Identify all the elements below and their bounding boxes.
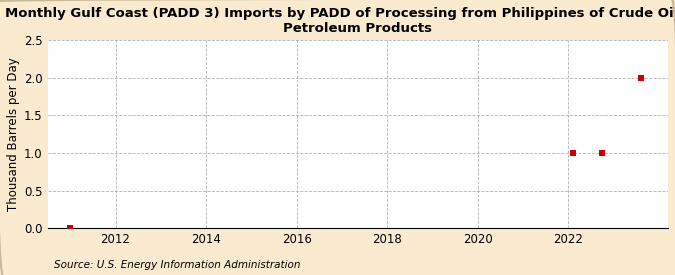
Point [597, 151, 608, 155]
Point [635, 76, 646, 80]
Text: Source: U.S. Energy Information Administration: Source: U.S. Energy Information Administ… [54, 260, 300, 270]
Point [568, 151, 578, 155]
Y-axis label: Thousand Barrels per Day: Thousand Barrels per Day [7, 57, 20, 211]
Point [65, 226, 76, 230]
Title: Monthly Gulf Coast (PADD 3) Imports by PADD of Processing from Philippines of Cr: Monthly Gulf Coast (PADD 3) Imports by P… [5, 7, 675, 35]
